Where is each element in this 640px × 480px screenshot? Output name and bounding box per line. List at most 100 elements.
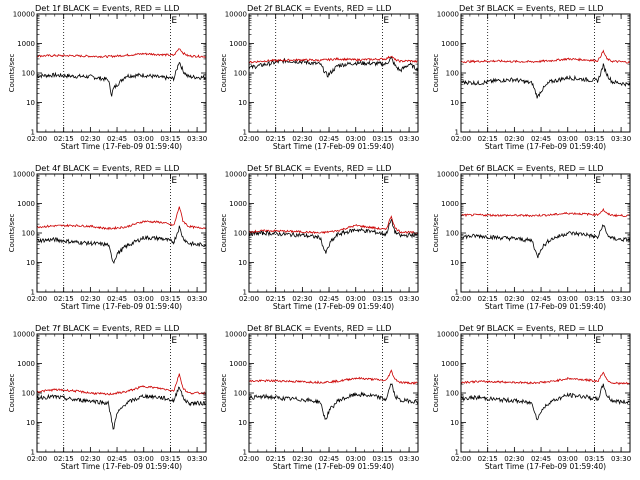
x-tick-label: 03:30 [187, 295, 207, 303]
x-tick-label: 02:30 [504, 295, 524, 303]
y-tick-label: 1 [455, 289, 459, 297]
y-tick-label: 1000 [229, 360, 247, 368]
x-tick-label: 02:00 [239, 295, 259, 303]
x-tick-label: 02:30 [504, 135, 524, 143]
y-tick-label: 1000 [17, 200, 35, 208]
x-tick-label: 02:00 [239, 455, 259, 463]
series-events-line [249, 218, 418, 254]
x-tick-label: 02:00 [451, 135, 471, 143]
x-tick-label: 02:30 [292, 135, 312, 143]
chart-title: Det 6f BLACK = Events, RED = LLD [459, 163, 603, 173]
x-tick-label: 03:30 [611, 455, 631, 463]
x-tick-label: 03:15 [372, 295, 392, 303]
x-tick-label: 02:15 [266, 455, 286, 463]
series-lld-line [37, 206, 206, 231]
chart-panel-2: Det 2f BLACK = Events, RED = LLD E 1 10 100 1… [220, 3, 419, 151]
series-events-line [461, 383, 630, 421]
x-tick-label: 03:30 [611, 295, 631, 303]
y-tick-label: 10 [26, 99, 35, 107]
y-tick-label: 100 [234, 70, 247, 78]
y-tick-label: 1 [243, 289, 247, 297]
event-marker-label: E [383, 176, 389, 186]
event-marker-label: E [171, 336, 177, 346]
x-tick-label: 02:15 [478, 135, 498, 143]
series-lld-line [37, 373, 206, 396]
plot-frame [460, 333, 631, 453]
chart-title: Det 1f BLACK = Events, RED = LLD [35, 3, 179, 13]
y-tick-label: 100 [234, 230, 247, 238]
series-events-line [37, 61, 206, 97]
x-tick-label: 03:30 [187, 135, 207, 143]
series-lld-line [37, 48, 206, 59]
x-tick-label: 02:30 [504, 455, 524, 463]
x-tick-label: 02:45 [107, 455, 127, 463]
y-tick-label: 1000 [17, 360, 35, 368]
x-tick-label: 03:15 [584, 455, 604, 463]
y-tick-label: 1 [31, 449, 35, 457]
series-lld-line [461, 207, 630, 218]
series-events-line [37, 386, 206, 430]
event-marker-label: E [595, 176, 601, 186]
chart-title: Det 7f BLACK = Events, RED = LLD [35, 323, 179, 333]
y-tick-label: 1000 [17, 40, 35, 48]
y-axis-label: Counts/sec [220, 214, 228, 253]
x-axis-label: Start Time (17-Feb-09 01:59:40) [273, 142, 394, 151]
x-tick-label: 02:45 [531, 455, 551, 463]
y-tick-label: 100 [446, 70, 459, 78]
y-tick-label: 1000 [229, 200, 247, 208]
y-axis-label: Counts/sec [220, 54, 228, 93]
x-tick-label: 02:15 [478, 455, 498, 463]
event-marker-label: E [383, 336, 389, 346]
series-lld-line [249, 369, 418, 385]
y-tick-label: 10 [238, 419, 247, 427]
x-axis-label: Start Time (17-Feb-09 01:59:40) [485, 142, 606, 151]
chart-title: Det 4f BLACK = Events, RED = LLD [35, 163, 179, 173]
y-tick-label: 10 [26, 419, 35, 427]
y-axis-label: Counts/sec [432, 54, 440, 93]
x-tick-label: 03:15 [160, 295, 180, 303]
series-events-line [249, 383, 418, 420]
x-tick-label: 03:30 [399, 135, 419, 143]
x-tick-label: 03:30 [399, 295, 419, 303]
series-lld-line [461, 49, 630, 64]
y-tick-label: 10000 [13, 171, 35, 179]
x-tick-label: 02:15 [266, 135, 286, 143]
x-axis-label: Start Time (17-Feb-09 01:59:40) [61, 142, 182, 151]
x-tick-label: 03:00 [134, 135, 154, 143]
chart-title: Det 8f BLACK = Events, RED = LLD [247, 323, 391, 333]
y-tick-label: 100 [22, 230, 35, 238]
x-axis-label: Start Time (17-Feb-09 01:59:40) [61, 462, 182, 471]
y-tick-label: 1000 [441, 40, 459, 48]
series-events-line [37, 225, 206, 265]
series-lld-line [249, 55, 418, 64]
y-tick-label: 1000 [441, 360, 459, 368]
x-tick-label: 03:00 [346, 135, 366, 143]
y-tick-label: 1 [243, 129, 247, 137]
y-tick-label: 10000 [437, 331, 459, 339]
event-marker-label: E [171, 176, 177, 186]
x-tick-label: 02:15 [266, 295, 286, 303]
x-tick-label: 02:00 [27, 295, 47, 303]
x-tick-label: 03:15 [160, 135, 180, 143]
plot-frame [36, 173, 207, 293]
x-tick-label: 02:30 [292, 295, 312, 303]
y-tick-label: 10000 [13, 331, 35, 339]
x-tick-label: 02:45 [107, 295, 127, 303]
y-tick-label: 10000 [225, 331, 247, 339]
y-axis-label: Counts/sec [220, 374, 228, 413]
x-tick-label: 02:45 [319, 455, 339, 463]
x-tick-label: 02:30 [80, 455, 100, 463]
chart-title: Det 5f BLACK = Events, RED = LLD [247, 163, 391, 173]
y-tick-label: 10 [450, 99, 459, 107]
y-tick-label: 100 [446, 230, 459, 238]
x-tick-label: 02:15 [54, 455, 74, 463]
x-axis-label: Start Time (17-Feb-09 01:59:40) [273, 462, 394, 471]
x-tick-label: 02:45 [107, 135, 127, 143]
x-tick-label: 03:30 [187, 455, 207, 463]
x-tick-label: 02:30 [292, 455, 312, 463]
event-marker-label: E [595, 336, 601, 346]
y-tick-label: 100 [446, 390, 459, 398]
x-tick-label: 02:15 [54, 135, 74, 143]
plot-frame [248, 333, 419, 453]
x-tick-label: 03:00 [346, 455, 366, 463]
